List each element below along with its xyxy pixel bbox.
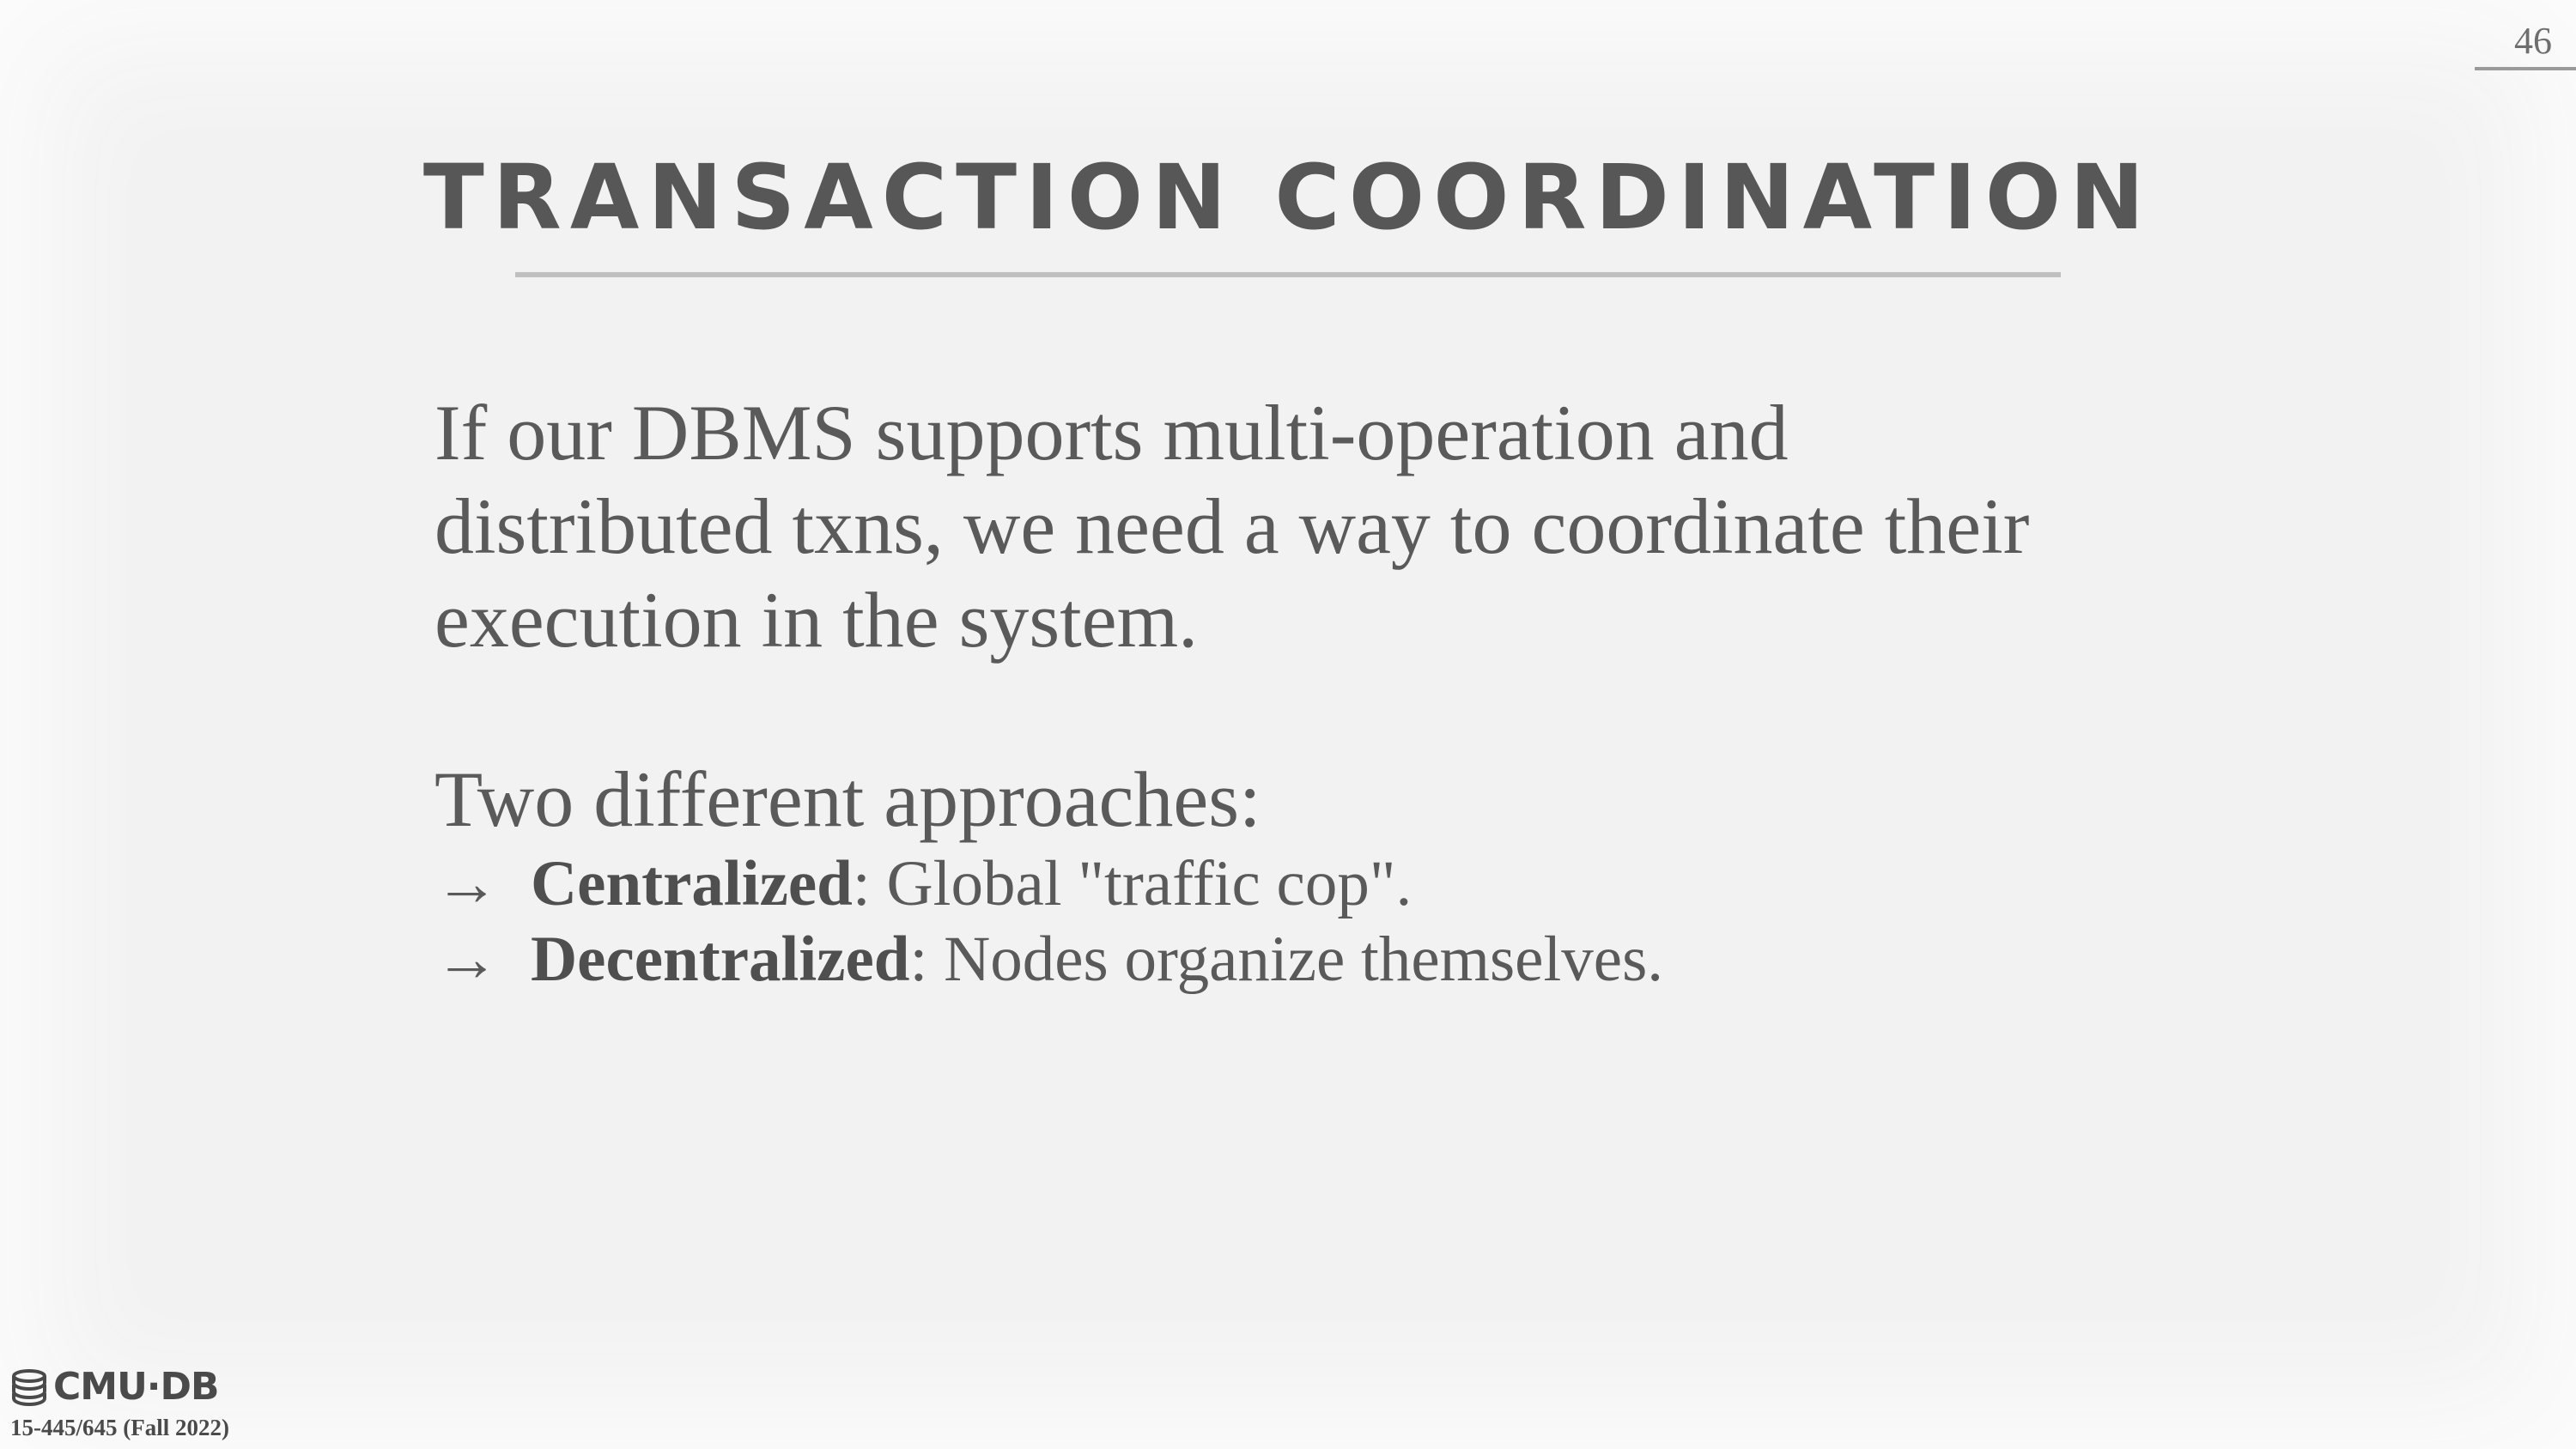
page-number-rule: [2475, 67, 2576, 70]
page-number: 46: [2514, 20, 2552, 62]
bullet-centralized: → Centralized: Global "traffic cop".: [434, 846, 2324, 922]
bullet-separator: :: [852, 848, 871, 919]
course-label: 15-445/645 (Fall 2022): [10, 1415, 229, 1440]
bullet-separator: :: [909, 924, 928, 995]
database-stack-icon: [12, 1368, 46, 1406]
approaches-heading: Two different approaches:: [434, 755, 1261, 843]
bullet-description: Global "traffic cop".: [870, 848, 1413, 919]
bullet-term: Centralized: [531, 848, 853, 919]
title-underline: [515, 272, 2061, 277]
slide-title: TRANSACTION COORDINATION: [422, 145, 2154, 250]
bullet-term: Decentralized: [531, 924, 910, 995]
paragraph-line: distributed txns, we need a way to coord…: [434, 482, 2030, 570]
bullet-description: Nodes organize themselves.: [927, 924, 1664, 995]
paragraph-line: If our DBMS supports multi-operation and: [434, 389, 1789, 476]
bullet-decentralized: → Decentralized: Nodes organize themselve…: [434, 922, 2324, 997]
slide-body: If our DBMS supports multi-operation and…: [434, 386, 2324, 997]
arrow-bullet-icon: →: [434, 924, 499, 995]
paragraph-line: execution in the system.: [434, 576, 1199, 664]
logo-text: CMU·DB: [53, 1365, 220, 1409]
cmu-db-logo: CMU·DB: [10, 1365, 220, 1409]
arrow-bullet-icon: →: [434, 848, 499, 919]
